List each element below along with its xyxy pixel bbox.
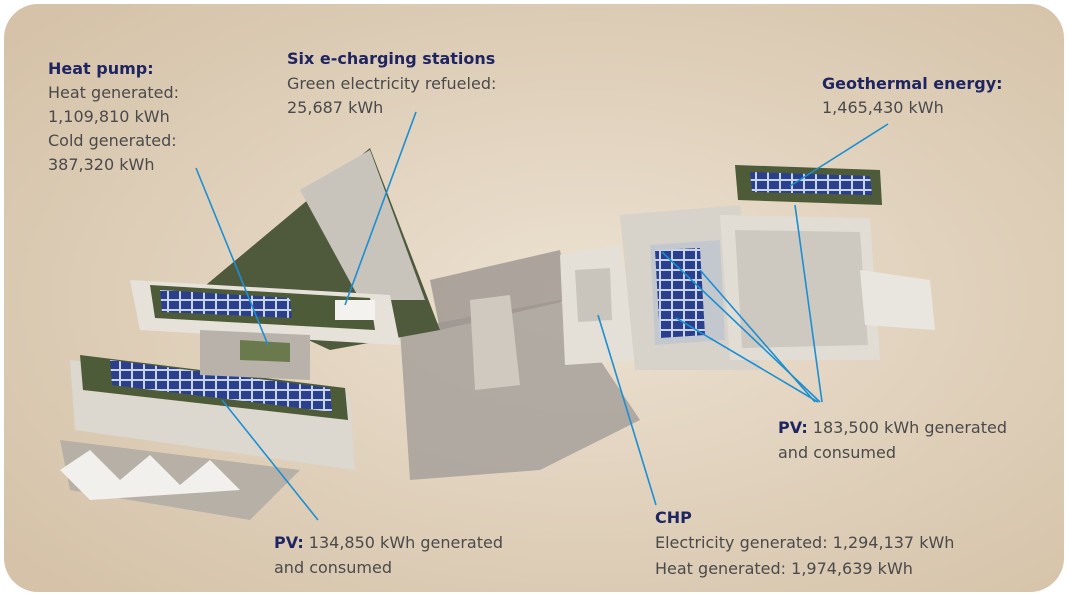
annotation-line: 183,500 kWh generated [813, 418, 1007, 437]
annotation-row: PV: 134,850 kWh generated [274, 533, 503, 552]
building-render-shape [335, 300, 375, 320]
annotation-title: PV: [778, 418, 808, 437]
annotation-line: and consumed [778, 443, 896, 462]
annotation-line: 1,109,810 kWh [48, 107, 170, 126]
annotation-line: 1,465,430 kWh [822, 98, 944, 117]
annotation-line: and consumed [274, 558, 392, 577]
annotation-line: Cold generated: [48, 131, 177, 150]
annotation-line: Electricity generated: 1,294,137 kWh [655, 533, 954, 552]
annotation-line: 134,850 kWh generated [309, 533, 503, 552]
annotation-line: Heat generated: [48, 83, 179, 102]
infographic: Heat pump: Heat generated: 1,109,810 kWh… [0, 0, 1068, 596]
annotation-title: Heat pump: [48, 59, 154, 78]
annotation-line: Heat generated: 1,974,639 kWh [655, 559, 913, 578]
annotation-title: Six e-charging stations [287, 49, 495, 68]
building-render-shape [240, 340, 290, 362]
annotation-row: PV: 183,500 kWh generated [778, 418, 1007, 437]
annotation-line: Green electricity refueled: [287, 74, 496, 93]
annotation-line: 387,320 kWh [48, 155, 154, 174]
building-render-shape [575, 268, 612, 322]
building-render-shape [655, 248, 705, 338]
page: {"annotations": [ {"title": "Heat pump:"… [0, 0, 1068, 596]
annotation-line: 25,687 kWh [287, 98, 383, 117]
annotation-title: Geothermal energy: [822, 74, 1003, 93]
annotation-title: CHP [655, 508, 692, 527]
annotation-title: PV: [274, 533, 304, 552]
